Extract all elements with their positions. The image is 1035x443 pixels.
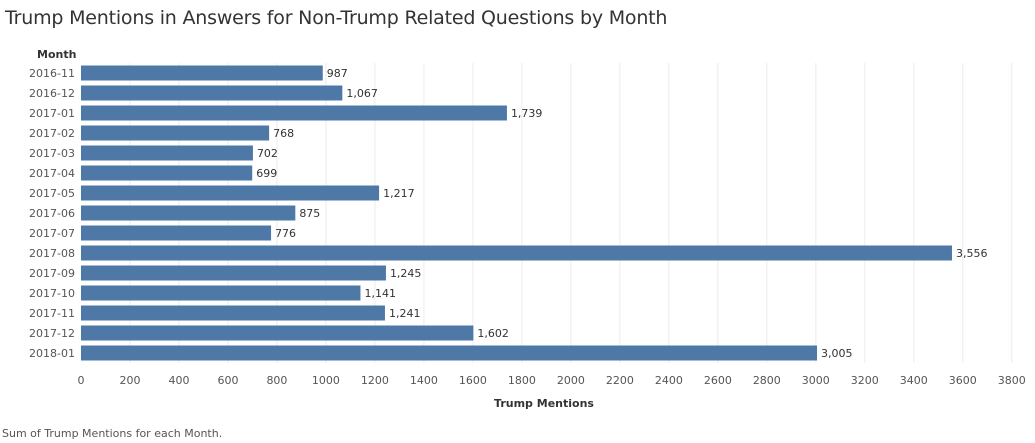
value-label: 1,217 — [383, 187, 415, 200]
x-tick-label: 2600 — [704, 374, 732, 387]
x-tick-label: 200 — [119, 374, 140, 387]
value-label: 776 — [275, 227, 296, 240]
x-tick-label: 2400 — [655, 374, 683, 387]
bar — [81, 285, 361, 301]
category-label: 2017-02 — [29, 127, 75, 140]
bar — [81, 205, 296, 221]
bars — [81, 65, 952, 361]
bar — [81, 145, 253, 161]
value-label: 699 — [256, 167, 277, 180]
value-label: 987 — [327, 67, 348, 80]
value-label: 768 — [273, 127, 294, 140]
bar — [81, 345, 818, 361]
value-label: 3,005 — [821, 347, 853, 360]
category-labels: 2016-11 2016-12 2017-01 2017-02 2017-03 2017-… — [29, 67, 75, 360]
value-label: 875 — [299, 207, 320, 220]
category-label: 2016-11 — [29, 67, 75, 80]
footnote: Sum of Trump Mentions for each Month. — [2, 427, 223, 440]
bar — [81, 305, 385, 321]
value-label: 1,141 — [364, 287, 396, 300]
x-tick-label: 0 — [78, 374, 85, 387]
category-label: 2017-03 — [29, 147, 75, 160]
category-label: 2017-07 — [29, 227, 75, 240]
x-tick-label: 1400 — [410, 374, 438, 387]
value-label: 1,241 — [389, 307, 421, 320]
category-label: 2017-06 — [29, 207, 75, 220]
x-tick-label: 3800 — [998, 374, 1026, 387]
bar — [81, 85, 343, 101]
x-tick-label: 600 — [217, 374, 238, 387]
y-axis-label: Month — [37, 48, 76, 61]
x-tick-label: 3000 — [802, 374, 830, 387]
x-tick-label: 3200 — [851, 374, 879, 387]
category-label: 2017-10 — [29, 287, 75, 300]
x-tick-label: 3600 — [949, 374, 977, 387]
bar — [81, 65, 323, 81]
x-tick-label: 1200 — [361, 374, 389, 387]
category-label: 2017-04 — [29, 167, 75, 180]
x-tick-label: 1600 — [459, 374, 487, 387]
x-tick-label: 1000 — [312, 374, 340, 387]
value-label: 702 — [257, 147, 278, 160]
category-label: 2017-09 — [29, 267, 75, 280]
bar — [81, 105, 507, 121]
x-tick-label: 800 — [266, 374, 287, 387]
x-tick-label: 3400 — [900, 374, 928, 387]
chart-title: Trump Mentions in Answers for Non-Trump … — [5, 7, 668, 29]
value-label: 1,602 — [477, 327, 509, 340]
x-tick-label: 2200 — [606, 374, 634, 387]
bar — [81, 245, 952, 261]
value-label: 1,739 — [511, 107, 543, 120]
bar — [81, 125, 270, 141]
bar — [81, 185, 380, 201]
x-tick-label: 400 — [168, 374, 189, 387]
value-label: 1,245 — [390, 267, 422, 280]
category-label: 2016-12 — [29, 87, 75, 100]
x-tick-label: 2800 — [753, 374, 781, 387]
bar — [81, 165, 253, 181]
x-tick-label: 2000 — [557, 374, 585, 387]
category-label: 2017-05 — [29, 187, 75, 200]
value-label: 3,556 — [956, 247, 988, 260]
bar — [81, 325, 474, 341]
x-tick-label: 1800 — [508, 374, 536, 387]
x-axis-label: Trump Mentions — [494, 397, 594, 410]
category-label: 2017-11 — [29, 307, 75, 320]
category-label: 2017-08 — [29, 247, 75, 260]
category-label: 2018-01 — [29, 347, 75, 360]
category-label: 2017-01 — [29, 107, 75, 120]
category-label: 2017-12 — [29, 327, 75, 340]
bar — [81, 225, 272, 241]
value-label: 1,067 — [346, 87, 378, 100]
x-tick-labels: 0 200 400 600 800 1000 1200 1400 1600 1800 2000 220… — [78, 374, 1026, 387]
bar — [81, 265, 386, 281]
